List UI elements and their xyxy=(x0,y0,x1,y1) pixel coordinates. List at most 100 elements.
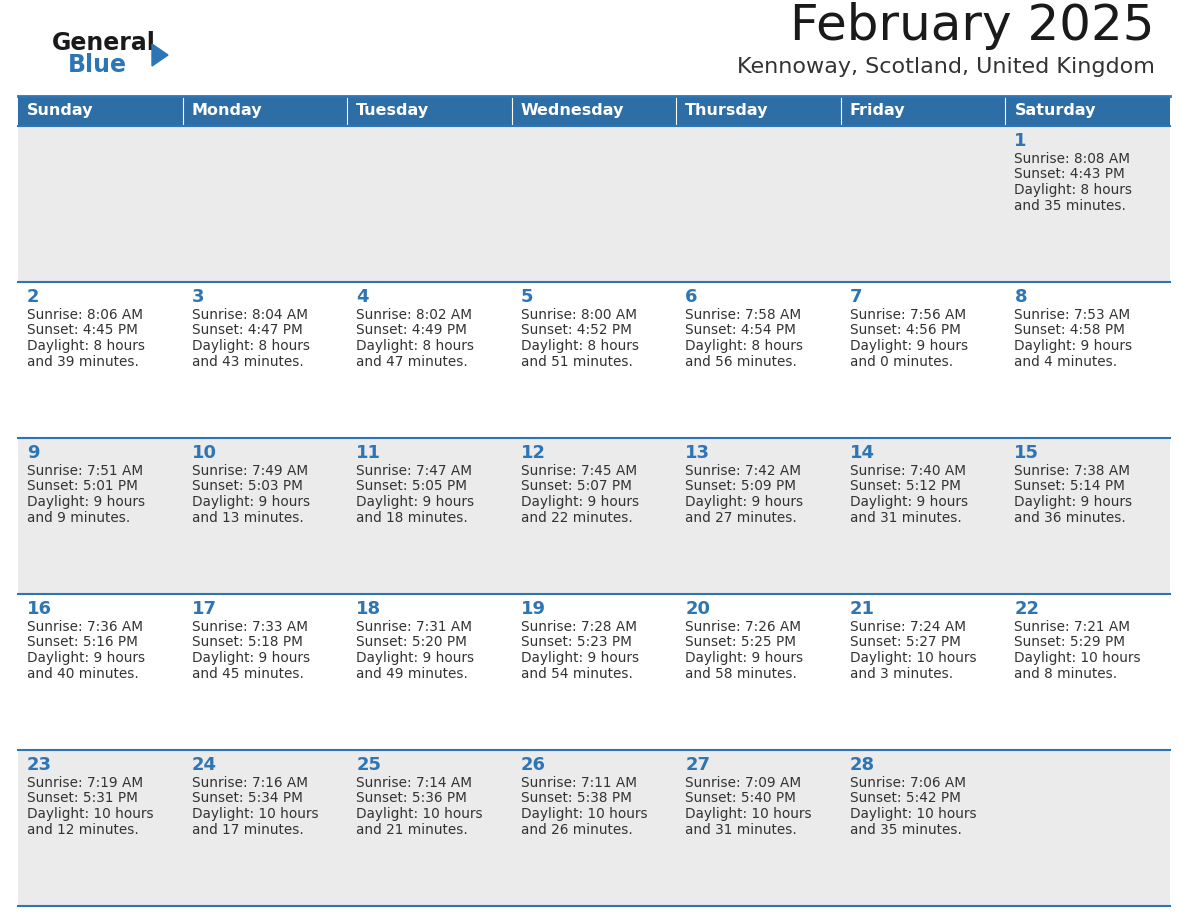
Text: and 35 minutes.: and 35 minutes. xyxy=(849,823,962,836)
Text: Daylight: 10 hours: Daylight: 10 hours xyxy=(849,807,977,821)
Text: 3: 3 xyxy=(191,288,204,306)
Text: Sunrise: 7:56 AM: Sunrise: 7:56 AM xyxy=(849,308,966,322)
Text: Daylight: 9 hours: Daylight: 9 hours xyxy=(191,495,310,509)
Text: Daylight: 10 hours: Daylight: 10 hours xyxy=(1015,651,1140,665)
Text: Sunset: 4:56 PM: Sunset: 4:56 PM xyxy=(849,323,961,338)
Text: Sunset: 5:14 PM: Sunset: 5:14 PM xyxy=(1015,479,1125,494)
Bar xyxy=(841,750,1005,906)
Text: Daylight: 9 hours: Daylight: 9 hours xyxy=(27,495,145,509)
Text: and 0 minutes.: and 0 minutes. xyxy=(849,354,953,368)
Text: and 35 minutes.: and 35 minutes. xyxy=(1015,198,1126,212)
Text: Sunrise: 7:06 AM: Sunrise: 7:06 AM xyxy=(849,776,966,790)
Bar xyxy=(347,750,512,906)
Bar xyxy=(1005,594,1170,750)
Text: and 47 minutes.: and 47 minutes. xyxy=(356,354,468,368)
Text: 10: 10 xyxy=(191,444,216,462)
Text: Daylight: 8 hours: Daylight: 8 hours xyxy=(520,339,639,353)
Text: Sunrise: 7:36 AM: Sunrise: 7:36 AM xyxy=(27,620,143,634)
Text: 14: 14 xyxy=(849,444,874,462)
Text: and 43 minutes.: and 43 minutes. xyxy=(191,354,303,368)
Bar xyxy=(841,282,1005,438)
Text: Sunset: 5:42 PM: Sunset: 5:42 PM xyxy=(849,791,961,805)
Text: Daylight: 8 hours: Daylight: 8 hours xyxy=(191,339,310,353)
Bar xyxy=(512,750,676,906)
Bar xyxy=(183,594,347,750)
Text: Daylight: 8 hours: Daylight: 8 hours xyxy=(356,339,474,353)
Bar xyxy=(1005,750,1170,906)
Text: Kennoway, Scotland, United Kingdom: Kennoway, Scotland, United Kingdom xyxy=(737,57,1155,77)
Bar xyxy=(18,126,183,282)
Text: Sunset: 5:29 PM: Sunset: 5:29 PM xyxy=(1015,635,1125,650)
Text: Sunset: 5:36 PM: Sunset: 5:36 PM xyxy=(356,791,467,805)
Text: and 51 minutes.: and 51 minutes. xyxy=(520,354,632,368)
Bar xyxy=(1005,438,1170,594)
Text: Sunrise: 7:45 AM: Sunrise: 7:45 AM xyxy=(520,464,637,478)
Text: Sunset: 5:09 PM: Sunset: 5:09 PM xyxy=(685,479,796,494)
Text: Sunset: 5:03 PM: Sunset: 5:03 PM xyxy=(191,479,303,494)
Bar xyxy=(183,750,347,906)
Text: 24: 24 xyxy=(191,756,216,774)
Text: Friday: Friday xyxy=(849,104,905,118)
Bar xyxy=(183,126,347,282)
Bar xyxy=(841,96,1005,126)
Text: Sunset: 5:20 PM: Sunset: 5:20 PM xyxy=(356,635,467,650)
Text: and 26 minutes.: and 26 minutes. xyxy=(520,823,632,836)
Text: Daylight: 10 hours: Daylight: 10 hours xyxy=(27,807,153,821)
Text: Sunrise: 7:28 AM: Sunrise: 7:28 AM xyxy=(520,620,637,634)
Text: Sunrise: 8:06 AM: Sunrise: 8:06 AM xyxy=(27,308,143,322)
Bar xyxy=(512,594,676,750)
Bar xyxy=(347,438,512,594)
Text: and 27 minutes.: and 27 minutes. xyxy=(685,510,797,524)
Text: Sunrise: 7:26 AM: Sunrise: 7:26 AM xyxy=(685,620,801,634)
Text: Daylight: 9 hours: Daylight: 9 hours xyxy=(849,495,968,509)
Text: and 4 minutes.: and 4 minutes. xyxy=(1015,354,1118,368)
Bar xyxy=(841,594,1005,750)
Bar xyxy=(676,594,841,750)
Text: and 54 minutes.: and 54 minutes. xyxy=(520,666,632,680)
Text: Sunrise: 7:33 AM: Sunrise: 7:33 AM xyxy=(191,620,308,634)
Text: 15: 15 xyxy=(1015,444,1040,462)
Bar xyxy=(18,96,183,126)
Text: Sunrise: 7:14 AM: Sunrise: 7:14 AM xyxy=(356,776,472,790)
Text: Daylight: 10 hours: Daylight: 10 hours xyxy=(356,807,482,821)
Text: Sunset: 5:38 PM: Sunset: 5:38 PM xyxy=(520,791,632,805)
Text: Daylight: 10 hours: Daylight: 10 hours xyxy=(520,807,647,821)
Text: Daylight: 10 hours: Daylight: 10 hours xyxy=(191,807,318,821)
Bar xyxy=(183,438,347,594)
Text: Sunset: 4:58 PM: Sunset: 4:58 PM xyxy=(1015,323,1125,338)
Text: Wednesday: Wednesday xyxy=(520,104,624,118)
Bar xyxy=(841,126,1005,282)
Text: Daylight: 9 hours: Daylight: 9 hours xyxy=(191,651,310,665)
Text: and 8 minutes.: and 8 minutes. xyxy=(1015,666,1118,680)
Text: Sunrise: 7:21 AM: Sunrise: 7:21 AM xyxy=(1015,620,1131,634)
Text: Sunrise: 8:04 AM: Sunrise: 8:04 AM xyxy=(191,308,308,322)
Text: Sunset: 5:34 PM: Sunset: 5:34 PM xyxy=(191,791,303,805)
Text: 8: 8 xyxy=(1015,288,1028,306)
Text: Sunrise: 7:53 AM: Sunrise: 7:53 AM xyxy=(1015,308,1131,322)
Text: Daylight: 9 hours: Daylight: 9 hours xyxy=(520,651,639,665)
Text: and 3 minutes.: and 3 minutes. xyxy=(849,666,953,680)
Bar xyxy=(347,594,512,750)
Text: Saturday: Saturday xyxy=(1015,104,1095,118)
Text: Sunset: 5:27 PM: Sunset: 5:27 PM xyxy=(849,635,961,650)
Text: and 49 minutes.: and 49 minutes. xyxy=(356,666,468,680)
Text: and 45 minutes.: and 45 minutes. xyxy=(191,666,303,680)
Text: Daylight: 8 hours: Daylight: 8 hours xyxy=(1015,183,1132,197)
Text: Daylight: 10 hours: Daylight: 10 hours xyxy=(849,651,977,665)
Bar xyxy=(676,126,841,282)
Text: Daylight: 9 hours: Daylight: 9 hours xyxy=(685,495,803,509)
Bar xyxy=(676,282,841,438)
Text: Sunrise: 7:42 AM: Sunrise: 7:42 AM xyxy=(685,464,801,478)
Text: Daylight: 9 hours: Daylight: 9 hours xyxy=(849,339,968,353)
Text: 22: 22 xyxy=(1015,600,1040,618)
Bar xyxy=(676,438,841,594)
Text: 4: 4 xyxy=(356,288,368,306)
Text: 6: 6 xyxy=(685,288,697,306)
Text: and 17 minutes.: and 17 minutes. xyxy=(191,823,303,836)
Text: 23: 23 xyxy=(27,756,52,774)
Text: 28: 28 xyxy=(849,756,876,774)
Text: Sunrise: 8:00 AM: Sunrise: 8:00 AM xyxy=(520,308,637,322)
Text: 2: 2 xyxy=(27,288,39,306)
Text: and 21 minutes.: and 21 minutes. xyxy=(356,823,468,836)
Text: 27: 27 xyxy=(685,756,710,774)
